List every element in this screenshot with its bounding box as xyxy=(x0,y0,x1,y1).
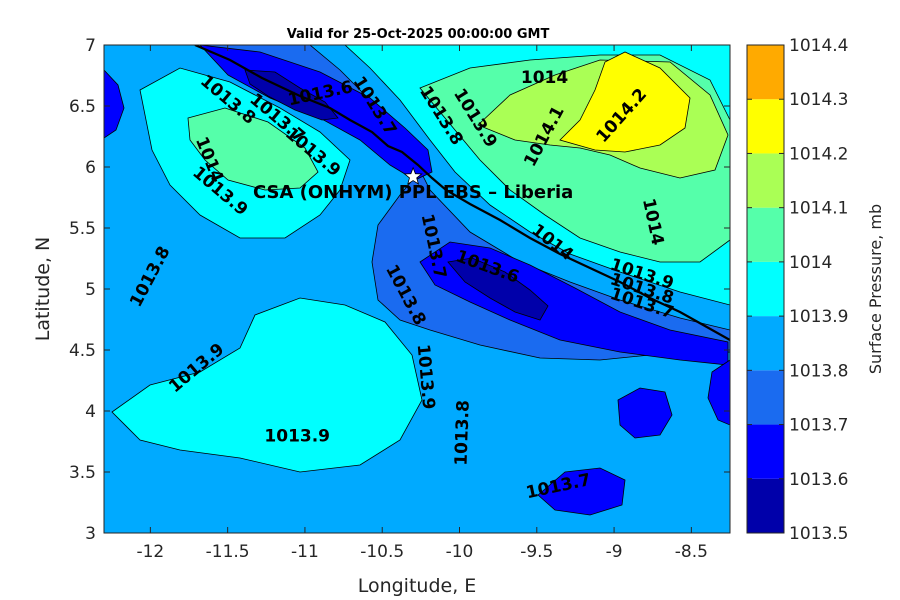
fill-1014-west xyxy=(187,107,319,191)
colorbar-segment xyxy=(747,261,784,317)
x-tick-label: -9 xyxy=(606,542,623,562)
y-tick-label: 7 xyxy=(85,36,96,56)
x-tick-label: -10.5 xyxy=(360,542,404,562)
colorbar-tick-label: 1014.4 xyxy=(789,36,848,56)
colorbar-segment xyxy=(747,45,784,100)
fill-1013.5-north xyxy=(244,69,339,121)
y-tick-label: 3 xyxy=(85,524,96,544)
fill-1013.6-west-edge xyxy=(104,69,125,139)
colorbar-frame xyxy=(746,44,785,534)
colorbar-segment xyxy=(747,424,784,479)
contour-label: 1014 xyxy=(521,68,568,88)
fill-1013.5-central xyxy=(447,257,549,321)
x-tick-label: -8.5 xyxy=(675,542,708,562)
colorbar-segment xyxy=(747,370,784,425)
x-axis-ticks: -12 -11.5 -11 -10.5 -10 -9.5 -9 -8.5 xyxy=(136,45,708,562)
y-axis-ticks: 3 3.5 4 4.5 5 5.5 6 6.5 7 xyxy=(69,36,730,544)
colorbar-tick-label: 1013.5 xyxy=(789,524,848,544)
colorbar-tick-label: 1014 xyxy=(789,253,832,273)
colorbar-label: Surface Pressure, mb xyxy=(866,204,885,374)
y-tick-label: 5 xyxy=(85,280,96,300)
fill-1013.9-south xyxy=(111,297,423,473)
chart-title: Valid for 25-Oct-2025 00:00:00 GMT xyxy=(287,27,550,42)
contour-label: 1013.9 xyxy=(264,427,330,447)
colorbar-tick-label: 1013.7 xyxy=(789,416,848,436)
y-tick-label: 4 xyxy=(85,402,96,422)
colorbar-segment xyxy=(747,478,784,533)
x-tick-label: -9.5 xyxy=(520,542,553,562)
colorbar-tick-label: 1013.8 xyxy=(789,361,848,381)
x-tick-label: -11.5 xyxy=(206,542,250,562)
colorbar-segment xyxy=(747,316,784,371)
contour-plot xyxy=(104,45,730,533)
fill-1013.6-southeast xyxy=(617,387,673,439)
colorbar-tick-label: 1013.9 xyxy=(789,307,848,327)
colorbar-tick-label: 1014.3 xyxy=(789,90,848,110)
site-star-marker xyxy=(403,166,423,185)
site-marker-group: CSA (ONHYM) PPL EBS – Liberia xyxy=(253,166,573,203)
y-axis-label: Latitude, N xyxy=(32,237,54,342)
y-tick-label: 5.5 xyxy=(69,219,96,239)
x-tick-label: -10 xyxy=(446,542,474,562)
y-tick-label: 3.5 xyxy=(69,463,96,483)
colorbar-tick-label: 1013.6 xyxy=(789,470,848,490)
colorbar-segment xyxy=(747,153,784,208)
colorbar-segment xyxy=(747,207,784,262)
colorbar-tick-label: 1014.1 xyxy=(789,199,848,219)
y-tick-label: 4.5 xyxy=(69,341,96,361)
coastline xyxy=(194,45,730,341)
y-tick-label: 6 xyxy=(85,158,96,178)
x-axis-label: Longitude, E xyxy=(358,575,477,597)
x-tick-label: -11 xyxy=(291,542,319,562)
colorbar-segment xyxy=(747,99,784,154)
contour-label: 1013.8 xyxy=(451,400,473,466)
x-tick-label: -12 xyxy=(136,542,164,562)
site-label: CSA (ONHYM) PPL EBS – Liberia xyxy=(253,182,573,203)
colorbar: 1013.5 1013.6 1013.7 1013.8 1013.9 1014 1014.1… xyxy=(746,36,848,544)
fill-1014.2 xyxy=(559,51,691,153)
colorbar-tick-label: 1014.2 xyxy=(789,144,848,164)
y-tick-label: 6.5 xyxy=(69,97,96,117)
fill-1013.6-east-edge xyxy=(707,359,730,426)
fill-1013.6-south xyxy=(537,467,626,516)
